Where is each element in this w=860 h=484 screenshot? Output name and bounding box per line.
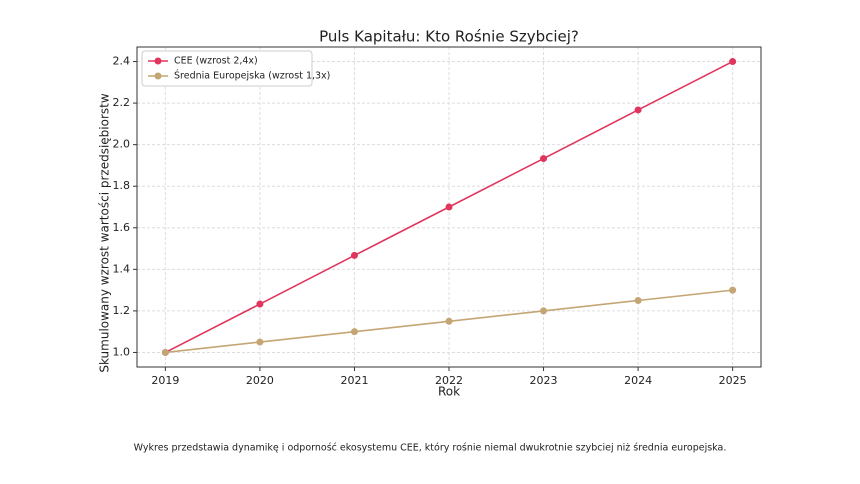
point — [256, 300, 264, 308]
caption: Wykres przedstawia dynamikę i odporność … — [134, 443, 727, 454]
point — [540, 155, 548, 163]
x-tick-label: 2019 — [151, 374, 179, 387]
point — [350, 251, 358, 259]
legend-marker — [154, 57, 162, 65]
chart-title: Puls Kapitału: Kto Rośnie Szybciej? — [319, 28, 579, 46]
x-tick-label: 2021 — [340, 374, 368, 387]
y-tick-label: 2.2 — [113, 96, 131, 109]
x-tick-label: 2025 — [719, 374, 747, 387]
legend-marker — [154, 72, 162, 80]
y-tick-label: 1.8 — [113, 179, 131, 192]
y-tick-label: 2.0 — [113, 138, 131, 151]
x-axis-label: Rok — [438, 385, 460, 399]
y-tick-label: 1.0 — [113, 345, 131, 358]
legend-box — [141, 50, 313, 87]
point — [634, 297, 642, 305]
legend-label: CEE (wzrost 2,4x) — [174, 56, 258, 67]
y-tick-label: 1.6 — [113, 221, 131, 234]
point — [729, 58, 737, 66]
point — [634, 106, 642, 114]
x-tick-label: 2023 — [530, 374, 558, 387]
x-tick-label: 2022 — [435, 374, 463, 387]
y-tick-label: 1.2 — [113, 304, 131, 317]
point — [445, 203, 453, 211]
plot-frame — [136, 46, 762, 368]
y-tick-label: 1.4 — [113, 262, 131, 275]
x-tick-label: 2020 — [246, 374, 274, 387]
legend-label: Średnia Europejska (wzrost 1,3x) — [174, 70, 330, 82]
point — [729, 286, 737, 294]
point — [445, 317, 453, 325]
y-tick-label: 2.4 — [113, 55, 131, 68]
point — [161, 348, 169, 356]
y-axis-label: Skumulowany wzrost wartości przedsiębior… — [98, 93, 112, 373]
point — [256, 338, 264, 346]
point — [540, 307, 548, 315]
point — [350, 328, 358, 336]
x-tick-label: 2024 — [624, 374, 652, 387]
